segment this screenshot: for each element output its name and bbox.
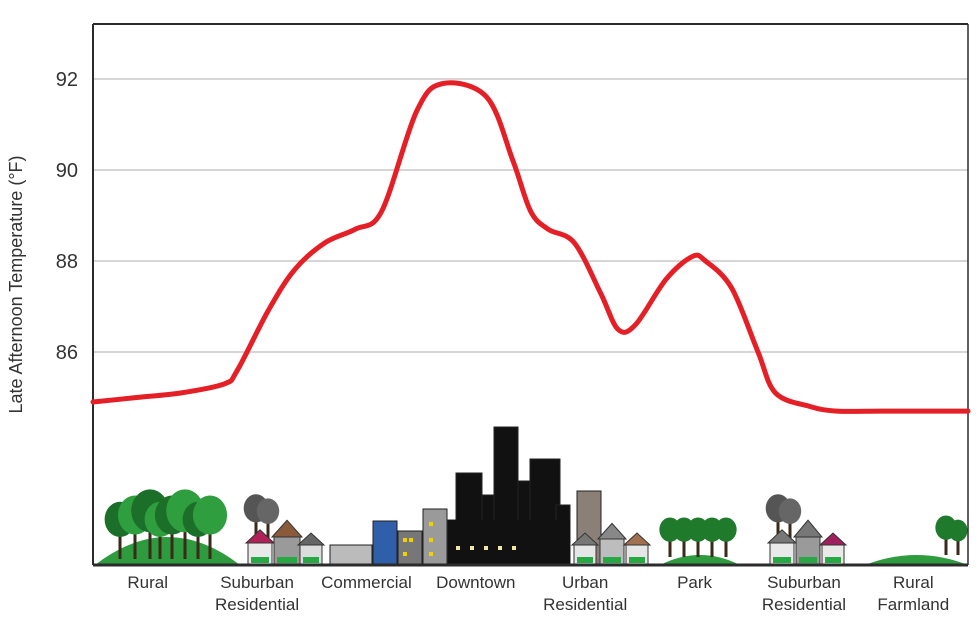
x-category-label: Commercial (321, 573, 412, 592)
window-light (470, 546, 474, 550)
house-roof (596, 522, 628, 540)
x-category-label: Park (677, 573, 712, 592)
x-category-label: Residential (543, 595, 627, 614)
gridlines (93, 78, 968, 353)
house-hedge (825, 557, 841, 563)
building (422, 508, 448, 566)
tree-trunk (956, 536, 960, 555)
tree-trunk (133, 525, 137, 559)
house-hedge (603, 557, 621, 563)
tree-trunk (710, 536, 714, 557)
tree-trunk (266, 518, 270, 540)
house-hedge (277, 557, 297, 563)
tree-canopy (256, 498, 280, 524)
house-roof (244, 529, 276, 544)
window-light (484, 546, 488, 550)
tree-trunk (208, 525, 212, 559)
x-category-label: Downtown (436, 573, 515, 592)
house-roof (792, 519, 824, 538)
tree-trunk (696, 536, 700, 557)
window-light (429, 522, 433, 526)
x-category-label: Farmland (877, 595, 949, 614)
tree-canopy (778, 498, 802, 524)
x-category-label: Rural (893, 573, 934, 592)
downtown-base (448, 520, 570, 565)
house-roof (622, 532, 652, 546)
house-roof (766, 529, 798, 544)
x-category-label: Suburban (220, 573, 294, 592)
tree-trunk (148, 522, 152, 559)
tree-canopy (948, 519, 968, 542)
house-hedge (629, 557, 645, 563)
window-light (403, 552, 407, 556)
house-hedge (251, 557, 269, 563)
house-roof (270, 519, 304, 538)
y-tick-label-90: 90 (56, 160, 78, 182)
y-tick-label-86: 86 (56, 342, 78, 364)
tree-trunk (944, 534, 948, 555)
house-roof (570, 532, 600, 546)
window-light (456, 546, 460, 550)
window-light (498, 546, 502, 550)
tree-trunk (668, 536, 672, 557)
x-category-label: Urban (562, 573, 608, 592)
green-hill (95, 537, 240, 565)
y-tick-label-88: 88 (56, 251, 78, 273)
window-light (409, 538, 413, 542)
green-hill (660, 555, 740, 565)
window-light (429, 538, 433, 542)
building (397, 530, 423, 566)
green-hill (865, 555, 968, 565)
house-hedge (773, 557, 791, 563)
tree-trunk (788, 518, 792, 540)
house-roof (296, 532, 326, 546)
axes (92, 23, 969, 567)
tree-trunk (183, 522, 187, 559)
house-hedge (577, 557, 593, 563)
tree-trunk (170, 525, 174, 559)
tree-trunk (724, 536, 728, 557)
window-light (429, 552, 433, 556)
house-hedge (303, 557, 319, 563)
x-category-label: Residential (762, 595, 846, 614)
y-tick-label-92: 92 (56, 69, 78, 91)
tree-trunk (118, 528, 122, 559)
house-hedge (799, 557, 817, 563)
series-line-temperature (90, 80, 971, 414)
y-axis-label: Late Afternoon Temperature (°F) (6, 155, 26, 413)
window-light (512, 546, 516, 550)
tree-canopy (192, 495, 228, 535)
x-category-label: Suburban (767, 573, 841, 592)
building (329, 544, 373, 566)
window-light (403, 538, 407, 542)
labels: 86 88 90 92 Late Afternoon Temperature (°F) R… (6, 69, 949, 614)
house-roof (818, 532, 848, 546)
x-category-label: Rural (127, 573, 168, 592)
city-skyline-illustration (95, 426, 968, 566)
tree-canopy (715, 517, 737, 542)
tree-trunk (682, 536, 686, 557)
building (372, 520, 398, 566)
temperature-line (90, 80, 971, 414)
tree-trunk (254, 515, 258, 540)
tree-trunk (196, 528, 200, 559)
x-category-label: Residential (215, 595, 299, 614)
tree-trunk (158, 528, 162, 559)
tree-trunk (776, 515, 780, 540)
